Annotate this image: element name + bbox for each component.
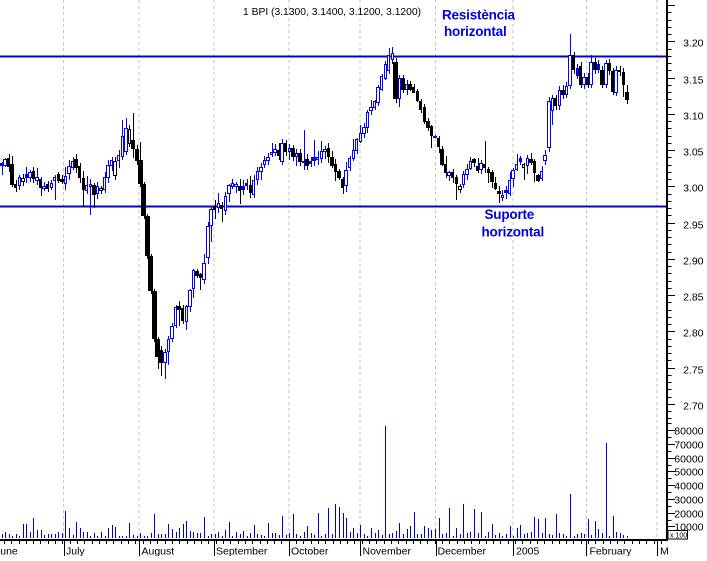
svg-text:40000: 40000 bbox=[674, 481, 703, 493]
svg-text:20000: 20000 bbox=[674, 509, 703, 521]
svg-text:3.05: 3.05 bbox=[683, 147, 704, 159]
svg-text:December: December bbox=[438, 546, 487, 557]
svg-text:60000: 60000 bbox=[674, 454, 703, 466]
svg-text:3.15: 3.15 bbox=[683, 75, 704, 87]
svg-text:3.00: 3.00 bbox=[683, 183, 704, 195]
svg-text:July: July bbox=[66, 546, 85, 557]
svg-text:October: October bbox=[291, 546, 329, 557]
svg-text:November: November bbox=[363, 546, 412, 557]
svg-text:3.10: 3.10 bbox=[683, 111, 704, 123]
svg-text:2005: 2005 bbox=[516, 546, 540, 557]
svg-text:80000: 80000 bbox=[674, 426, 703, 438]
svg-text:2.95: 2.95 bbox=[683, 220, 704, 232]
svg-text:June: June bbox=[0, 546, 18, 557]
svg-text:2.85: 2.85 bbox=[683, 292, 704, 304]
svg-text:70000: 70000 bbox=[674, 440, 703, 452]
svg-text:Resistència: Resistència bbox=[442, 8, 516, 23]
svg-text:M: M bbox=[660, 546, 669, 557]
svg-text:50000: 50000 bbox=[674, 467, 703, 479]
svg-text:x 100: x 100 bbox=[670, 533, 687, 540]
svg-text:September: September bbox=[216, 546, 268, 557]
svg-text:August: August bbox=[142, 546, 175, 557]
svg-text:horizontal: horizontal bbox=[482, 224, 545, 239]
svg-text:3.20: 3.20 bbox=[683, 38, 704, 50]
svg-text:Suporte: Suporte bbox=[485, 207, 535, 222]
svg-text:2.70: 2.70 bbox=[683, 401, 704, 413]
svg-text:2.75: 2.75 bbox=[683, 365, 704, 377]
svg-text:2.90: 2.90 bbox=[683, 256, 704, 268]
svg-text:1 BPI (3.1300, 3.1400, 3.1200,: 1 BPI (3.1300, 3.1400, 3.1200, 3.1200) bbox=[243, 7, 421, 18]
svg-text:2.80: 2.80 bbox=[683, 328, 704, 340]
svg-text:30000: 30000 bbox=[674, 495, 703, 507]
svg-text:February: February bbox=[590, 546, 633, 557]
svg-text:horizontal: horizontal bbox=[444, 24, 507, 39]
